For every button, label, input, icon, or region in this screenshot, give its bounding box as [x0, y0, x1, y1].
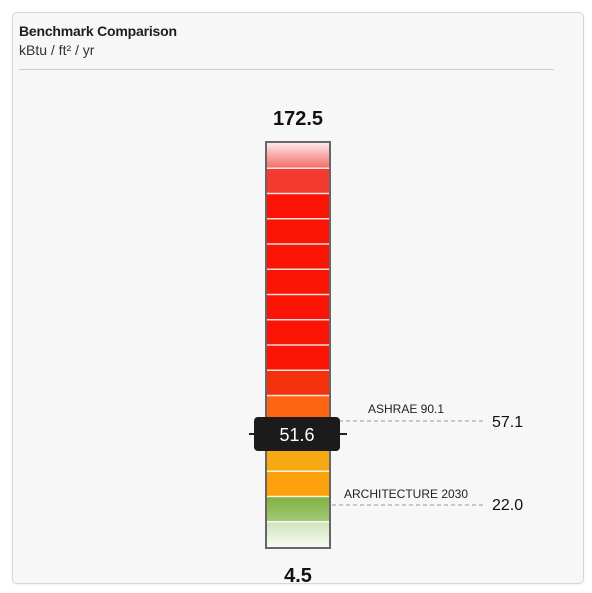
gauge-segment	[267, 218, 329, 244]
gauge-segment	[267, 521, 329, 547]
benchmark-arch2030: ARCHITECTURE 2030 22.0	[332, 487, 523, 514]
gauge-segment	[267, 244, 329, 270]
gauge-segment	[267, 319, 329, 345]
gauge-segment	[267, 370, 329, 396]
min-label: 4.5	[284, 565, 312, 587]
gauge-segment	[267, 294, 329, 320]
header-divider	[19, 69, 554, 70]
chart-title: Benchmark Comparison	[19, 23, 177, 39]
gauge-segment	[267, 168, 329, 194]
benchmark-ashrae-name: ASHRAE 90.1	[368, 402, 444, 416]
max-label: 172.5	[273, 108, 323, 130]
current-value-label: 51.6	[279, 425, 314, 445]
gauge-frame	[265, 141, 331, 549]
gauge-segment	[267, 471, 329, 497]
gauge-segment	[267, 143, 329, 169]
gauge-segment	[267, 345, 329, 371]
current-value-badge	[254, 417, 340, 451]
current-value-marker: 51.6	[249, 417, 347, 451]
gauge-segment	[267, 193, 329, 219]
gauge-segment	[267, 496, 329, 522]
gauge-segment	[267, 395, 329, 421]
chart-units: kBtu / ft² / yr	[19, 42, 95, 58]
gauge-segments	[267, 143, 329, 547]
gauge-segment	[267, 269, 329, 295]
benchmark-ashrae-value: 57.1	[492, 414, 523, 431]
benchmark-arch2030-value: 22.0	[492, 497, 523, 514]
benchmark-arch2030-name: ARCHITECTURE 2030	[344, 487, 468, 501]
benchmark-ashrae: ASHRAE 90.1 57.1	[332, 402, 523, 431]
